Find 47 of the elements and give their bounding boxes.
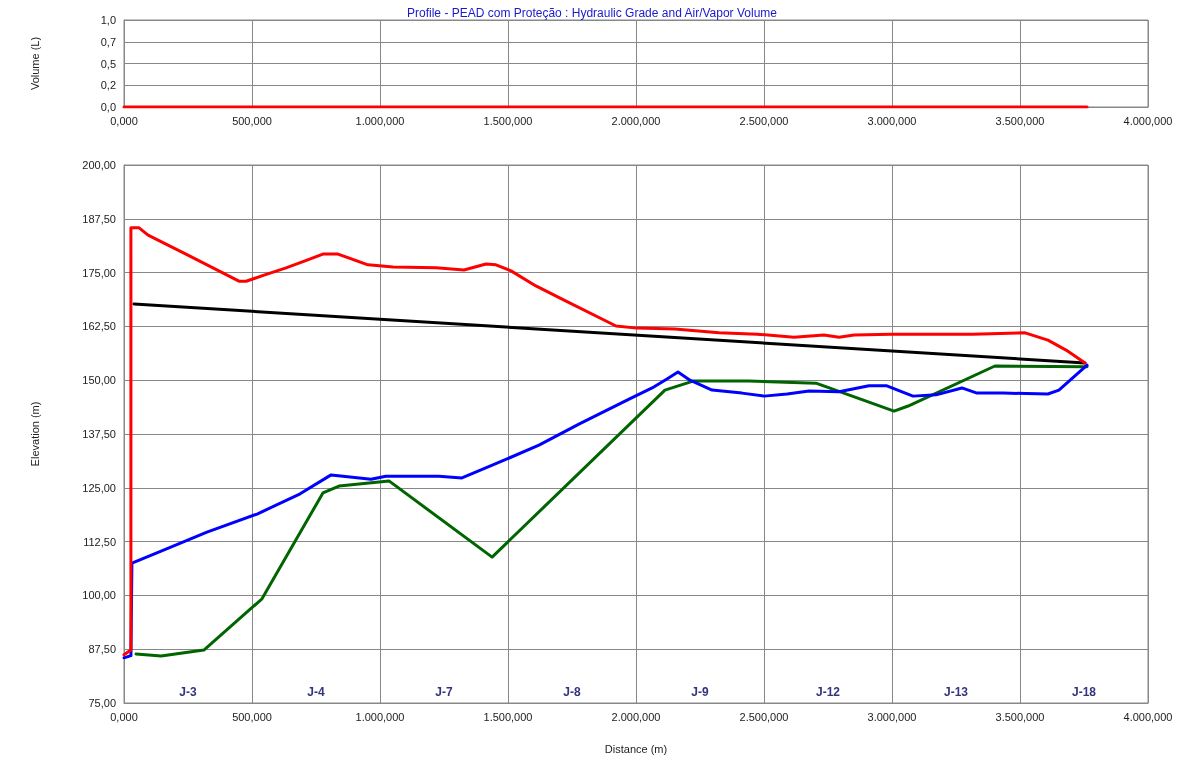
- x-tick-label: 2.500,000: [739, 710, 789, 723]
- y-tick-label: 200,00: [82, 159, 116, 171]
- annotation: J-13: [943, 685, 969, 699]
- y-axis-title: Volume (L): [28, 36, 41, 91]
- x-tick-label: 0,000: [110, 710, 138, 723]
- x-axis-title: Distance (m): [604, 742, 668, 755]
- annotation: J-3: [179, 685, 197, 699]
- x-tick-label: 500,000: [232, 710, 272, 723]
- y-tick-label: 175,00: [82, 266, 116, 279]
- y-tick-label: 125,00: [82, 481, 116, 494]
- x-tick-label: 2.500,000: [739, 114, 789, 127]
- x-tick-label: 0,000: [110, 114, 138, 127]
- x-tick-label: 1.500,000: [483, 114, 533, 127]
- x-tick-label: 3.500,000: [995, 710, 1045, 723]
- x-tick-label: 4.000,000: [1123, 114, 1173, 127]
- x-tick-label: 3.000,000: [867, 114, 917, 127]
- y-tick-label: 100,00: [82, 589, 116, 602]
- x-tick-label: 1.000,000: [355, 114, 405, 127]
- y-tick-label: 0,7: [100, 35, 116, 48]
- y-tick-label: 0,5: [100, 57, 116, 70]
- y-tick-label: 0,2: [100, 79, 116, 92]
- y-tick-label: 137,50: [82, 428, 116, 440]
- annotation: J-4: [307, 685, 325, 699]
- x-tick-label: 3.500,000: [995, 114, 1045, 127]
- y-tick-label: 75,00: [88, 697, 116, 709]
- y-tick-label: 0,0: [100, 101, 116, 113]
- y-tick-label: 112,50: [83, 535, 116, 548]
- y-tick-label: 150,00: [82, 374, 116, 387]
- annotation: J-9: [691, 685, 709, 699]
- x-tick-label: 1.000,000: [355, 710, 405, 723]
- annotation: J-12: [815, 685, 841, 699]
- annotation: J-8: [563, 685, 581, 699]
- x-tick-label: 2.000,000: [611, 710, 661, 723]
- x-tick-label: 4.000,000: [1123, 710, 1173, 723]
- y-tick-label: 162,50: [82, 320, 116, 333]
- x-tick-label: 500,000: [232, 114, 272, 127]
- y-tick-label: 1,0: [100, 14, 116, 26]
- x-tick-label: 1.500,000: [483, 710, 533, 723]
- line-series: [122, 226, 1087, 657]
- y-axis-title: Elevation (m): [28, 401, 41, 467]
- annotation: J-7: [435, 685, 453, 699]
- x-tick-label: 3.000,000: [867, 710, 917, 723]
- y-tick-label: 187,50: [82, 212, 116, 225]
- chart-title: Profile - PEAD com Proteção : Hydraulic Grade and Air/Vapor Volume: [407, 6, 778, 20]
- y-tick-label: 87,50: [88, 643, 116, 656]
- annotation: J-18: [1071, 685, 1097, 699]
- x-tick-label: 2.000,000: [611, 114, 661, 127]
